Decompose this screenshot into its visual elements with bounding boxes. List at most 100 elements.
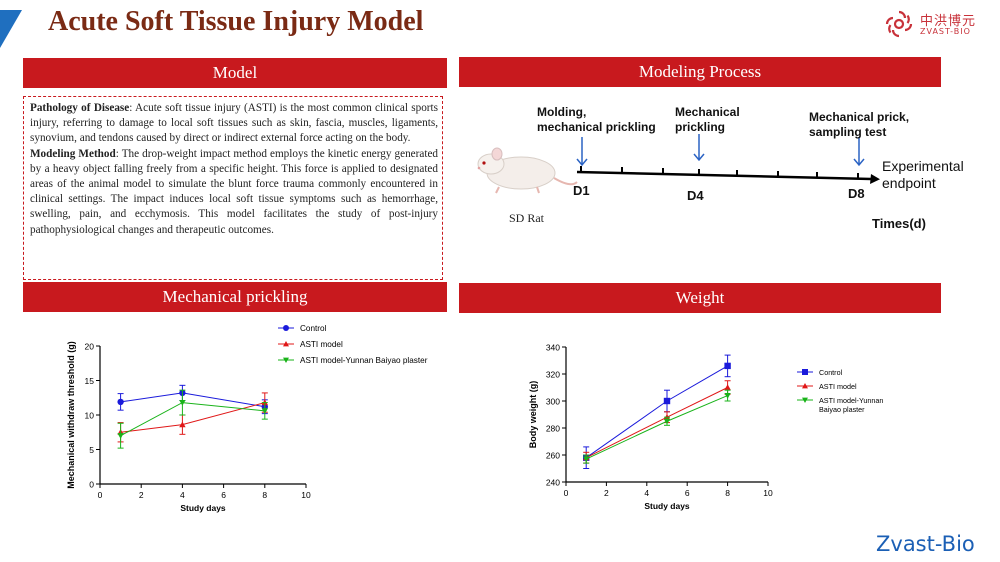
- arrow-d4-icon: [693, 134, 705, 162]
- x-tick-label: 0: [98, 490, 103, 500]
- step2-line1: Mechanical: [675, 105, 740, 119]
- page-title: Acute Soft Tissue Injury Model: [48, 6, 424, 37]
- corner-accent: [0, 10, 22, 48]
- x-tick-label: 8: [262, 490, 267, 500]
- legend-marker: [283, 341, 289, 347]
- legend-label-line: ASTI model-Yunnan Baiyao plaster: [300, 356, 428, 365]
- step2-line2: prickling: [675, 120, 725, 134]
- arrow-d1-icon: [576, 137, 588, 167]
- step1-line1: Molding,: [537, 105, 586, 119]
- data-point: [179, 421, 186, 428]
- x-tick-label: 10: [301, 490, 311, 500]
- x-axis-label: Study days: [180, 503, 226, 513]
- legend-marker: [283, 357, 289, 363]
- x-tick-label: 2: [604, 488, 609, 498]
- x-tick-label: 6: [685, 488, 690, 498]
- legend-label: Control: [300, 324, 327, 333]
- data-point: [261, 408, 268, 415]
- y-axis-label: Mechanical withdraw threshold (g): [66, 341, 76, 489]
- step3-line2: sampling test: [809, 125, 886, 139]
- legend-label-line: Control: [300, 324, 327, 333]
- section-header-weight: Weight: [459, 283, 941, 313]
- x-tick-label: 0: [564, 488, 569, 498]
- x-tick-label: 10: [763, 488, 773, 498]
- y-tick-label: 260: [546, 451, 560, 461]
- legend-marker: [802, 383, 808, 389]
- y-tick-label: 340: [546, 343, 560, 353]
- legend-marker: [802, 369, 808, 375]
- data-point: [724, 362, 731, 370]
- data-point: [663, 418, 671, 425]
- data-point: [583, 456, 590, 463]
- legend-marker: [802, 397, 808, 403]
- y-tick-label: 320: [546, 370, 560, 380]
- day-label-d4: D4: [687, 188, 704, 203]
- arrow-d8-icon: [853, 137, 865, 167]
- time-axis-label: Times(d): [872, 216, 926, 231]
- legend-marker: [283, 325, 289, 331]
- timeline-diagram: SD Rat Molding, mechanical prickling Mec…: [477, 105, 964, 231]
- legend-label: ASTI model-Yunnan Baiyao plaster: [819, 396, 883, 414]
- section-header-model: Model: [23, 58, 447, 88]
- legend-label-line: Control: [819, 368, 843, 377]
- brand-wordmark: Zvast-Bio: [876, 532, 975, 556]
- day-label-d8: D8: [848, 186, 865, 201]
- y-tick-label: 15: [85, 376, 95, 386]
- legend-label: Control: [819, 368, 843, 377]
- section-header-modeling-process: Modeling Process: [459, 57, 941, 87]
- legend-label-line: Baiyao plaster: [819, 405, 865, 414]
- data-point: [724, 393, 731, 399]
- x-tick-label: 6: [221, 490, 226, 500]
- x-tick-label: 4: [180, 490, 185, 500]
- day-label-d1: D1: [573, 183, 590, 198]
- data-point: [117, 398, 124, 406]
- pathology-body: : Acute soft tissue injury (ASTI) is the…: [30, 102, 438, 145]
- rat-icon: [477, 147, 578, 194]
- animal-label: SD Rat: [509, 211, 545, 225]
- legend-label: ASTI model: [300, 340, 343, 349]
- data-point: [179, 400, 186, 406]
- series-line: [585, 365, 728, 459]
- chart-group: 0 2 4 6 8 10 0 5 10 15 20 Study days Mechanical with…: [66, 324, 428, 513]
- pathology-label: Pathology of Disease: [30, 102, 130, 114]
- y-tick-label: 0: [89, 480, 94, 490]
- flower-logo-icon: [885, 10, 913, 38]
- data-point: [724, 384, 731, 391]
- timeline-ticks: [580, 166, 859, 179]
- method-label: Modeling Method: [30, 147, 116, 160]
- y-tick-label: 20: [85, 342, 95, 352]
- legend-label: ASTI model: [819, 382, 857, 391]
- legend-label: ASTI model-Yunnan Baiyao plaster: [300, 356, 428, 365]
- step1-line2: mechanical prickling: [537, 120, 656, 134]
- series-line: [585, 395, 728, 460]
- logo-chinese-text: 中洪博元: [920, 14, 977, 29]
- y-tick-label: 300: [546, 397, 560, 407]
- logo-english-text: ZVAST-BIO: [920, 27, 971, 36]
- series-line: [585, 387, 728, 459]
- chart-group: 0 2 4 6 8 10 240 260 280 300 320 340 Study days Body …: [528, 343, 883, 512]
- endpoint-line2: endpoint: [882, 175, 936, 191]
- step3-line1: Mechanical prick,: [809, 110, 909, 124]
- legend-label-line: ASTI model: [819, 382, 857, 391]
- data-point: [663, 397, 671, 405]
- endpoint-line1: Experimental: [882, 158, 964, 174]
- x-tick-label: 4: [644, 488, 649, 498]
- x-tick-label: 8: [725, 488, 730, 498]
- x-tick-label: 2: [139, 490, 144, 500]
- y-tick-label: 5: [89, 445, 94, 455]
- y-axis-label: Body weight (g): [528, 381, 538, 449]
- company-logo: 中洪博元 ZVAST-BIO: [884, 8, 984, 40]
- timeline-axis: [576, 170, 872, 181]
- y-tick-label: 240: [546, 478, 560, 488]
- legend-label-line: ASTI model: [300, 340, 343, 349]
- model-description: Pathology of Disease: Acute soft tissue …: [23, 96, 443, 280]
- y-tick-label: 280: [546, 424, 560, 434]
- x-axis-label: Study days: [644, 501, 690, 511]
- y-tick-label: 10: [85, 411, 95, 421]
- legend-label-line: ASTI model-Yunnan: [819, 396, 883, 405]
- data-point: [117, 433, 124, 439]
- method-body: : The drop-weight impact method employs …: [30, 147, 438, 236]
- section-header-mechanical: Mechanical prickling: [23, 282, 447, 312]
